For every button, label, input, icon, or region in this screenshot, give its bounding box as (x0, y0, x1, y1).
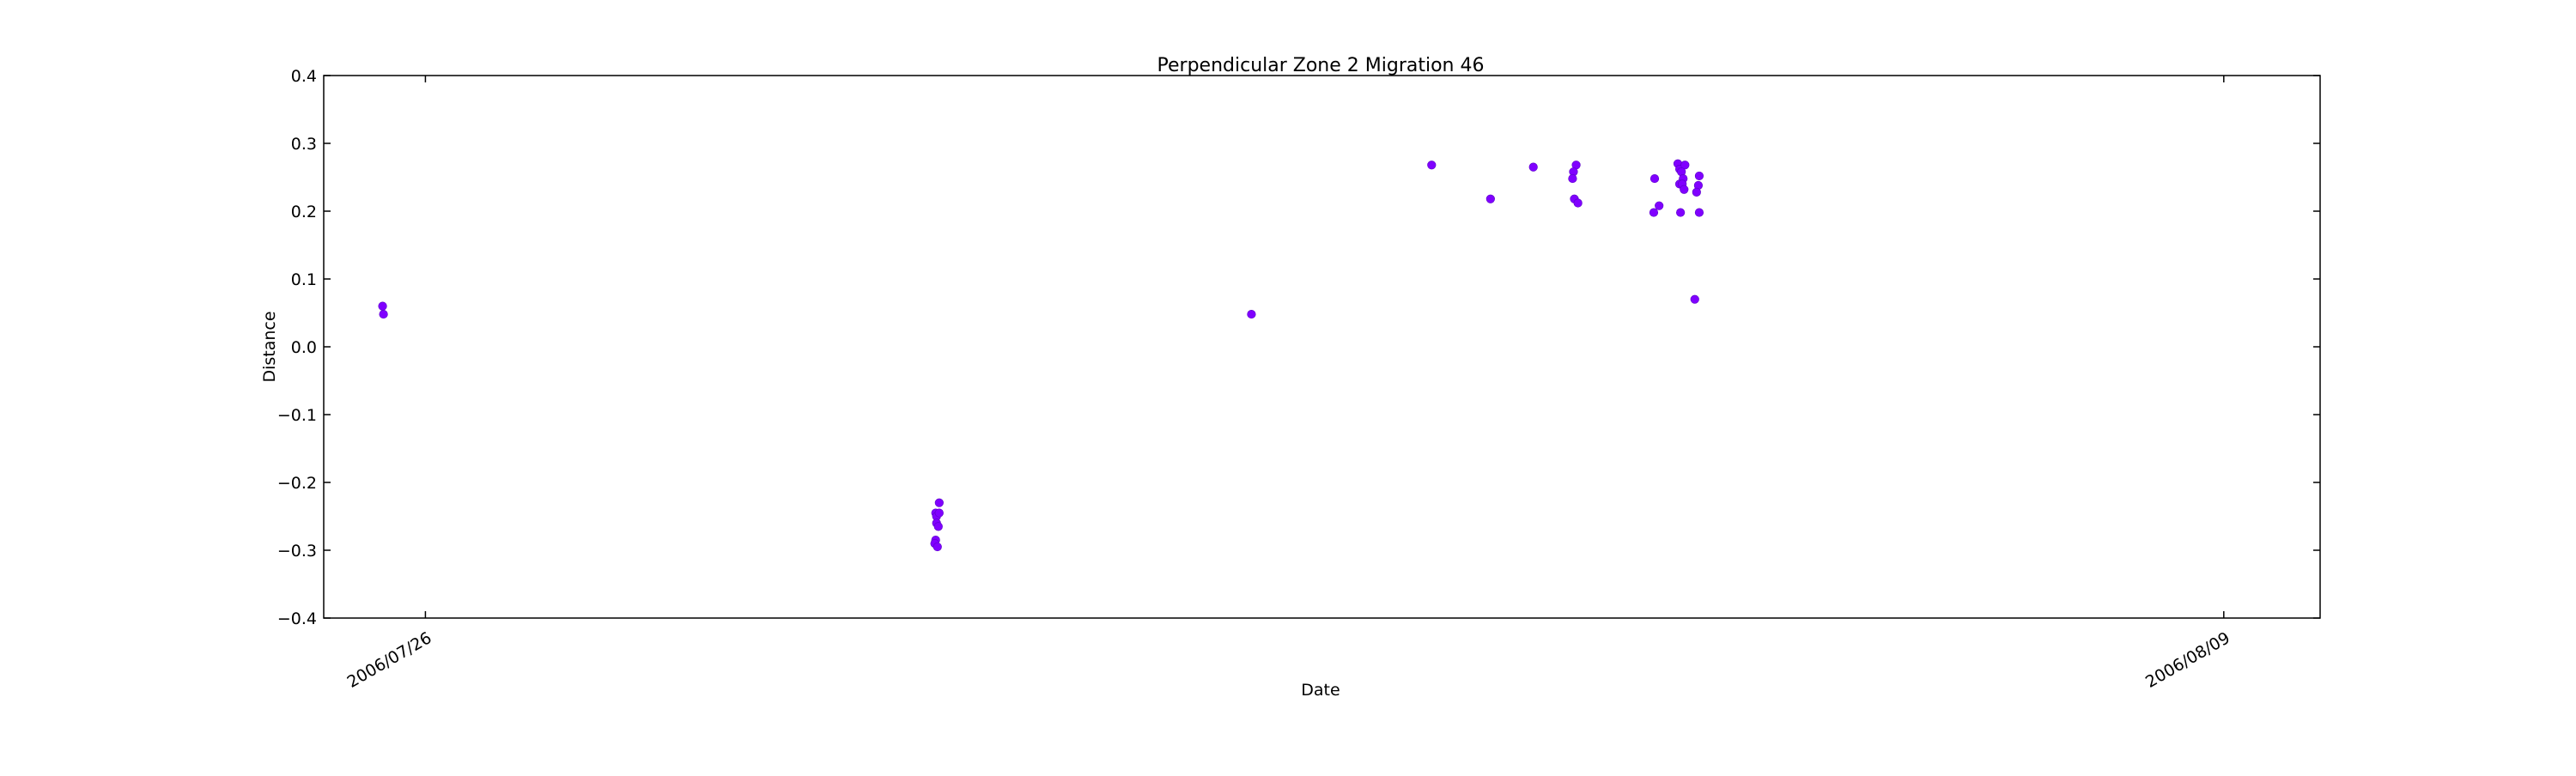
data-point (1649, 173, 1660, 184)
y-axis: 0.4 0.3 0.2 0.1 0.0 −0.1 −0.2 −0.3 −0.4 (277, 67, 2320, 628)
x-axis: 2006/07/26 2006/08/09 (344, 76, 2233, 692)
y-tick-label: 0.2 (291, 203, 317, 221)
y-tick-label: 0.3 (291, 135, 317, 154)
data-point (1692, 187, 1701, 197)
data-point (379, 309, 388, 319)
plot-frame (323, 75, 2321, 619)
data-point (1247, 309, 1256, 319)
data-point (1680, 185, 1689, 194)
y-tick-label: 0.4 (291, 67, 317, 86)
data-point (1655, 201, 1664, 210)
data-point (1680, 161, 1690, 170)
data-point (934, 508, 944, 518)
data-point (1694, 171, 1704, 181)
data-point (933, 522, 943, 531)
data-point (1528, 162, 1538, 172)
chart-title: Perpendicular Zone 2 Migration 46 (1157, 55, 1485, 76)
data-point (1649, 208, 1659, 217)
y-axis-label: Distance (260, 311, 279, 382)
x-tick-label: 2006/07/26 (344, 628, 435, 692)
data-point (1485, 194, 1495, 203)
data-point (378, 301, 387, 311)
data-point (1676, 208, 1686, 217)
data-points (378, 159, 1704, 552)
data-point (1690, 294, 1699, 304)
x-axis-label: Date (1301, 681, 1340, 700)
y-tick-label: 0.1 (291, 270, 317, 289)
y-tick-label: 0.0 (291, 338, 317, 357)
data-point (933, 542, 942, 552)
data-point (1427, 161, 1437, 170)
y-tick-label: −0.4 (277, 609, 317, 628)
data-point (934, 498, 944, 507)
y-tick-label: −0.3 (277, 542, 317, 561)
data-point (1573, 198, 1583, 208)
y-tick-label: −0.2 (277, 474, 317, 493)
data-point (1694, 208, 1704, 217)
y-tick-label: −0.1 (277, 406, 317, 425)
data-point (1568, 173, 1577, 184)
x-tick-label: 2006/08/09 (2142, 628, 2233, 692)
